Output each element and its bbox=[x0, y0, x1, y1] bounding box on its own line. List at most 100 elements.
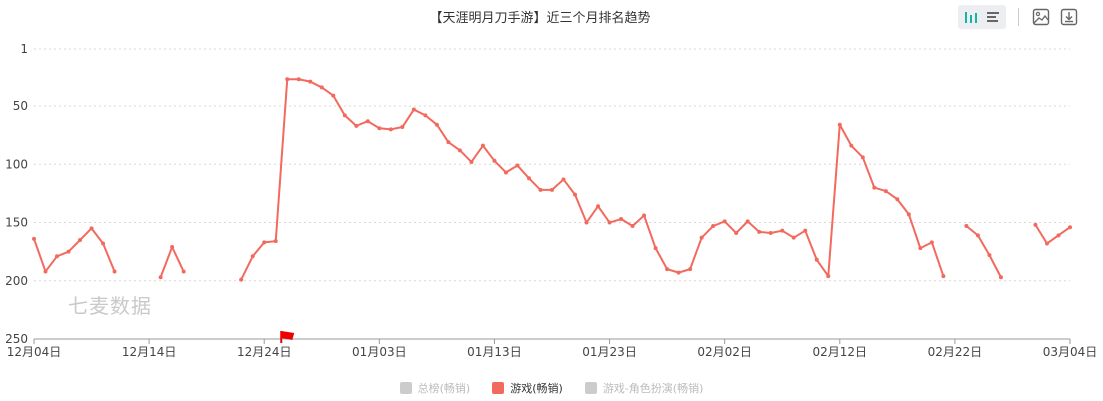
data-point[interactable] bbox=[55, 254, 60, 259]
data-point[interactable] bbox=[573, 192, 578, 197]
data-point[interactable] bbox=[826, 274, 831, 279]
data-point[interactable] bbox=[642, 213, 647, 218]
data-point[interactable] bbox=[319, 85, 324, 90]
legend-swatch bbox=[584, 382, 597, 394]
y-tick-label: 200 bbox=[5, 274, 28, 288]
data-point[interactable] bbox=[653, 246, 658, 251]
data-point[interactable] bbox=[43, 269, 48, 274]
data-point[interactable] bbox=[400, 125, 405, 130]
legend-item-game[interactable]: 游戏(畅销) bbox=[492, 380, 563, 396]
data-point[interactable] bbox=[78, 238, 83, 243]
data-point[interactable] bbox=[296, 77, 301, 82]
data-point[interactable] bbox=[365, 119, 370, 124]
save-image-button[interactable] bbox=[1031, 7, 1051, 27]
watermark-text: 七麦数据 bbox=[68, 294, 152, 318]
data-point[interactable] bbox=[331, 93, 336, 98]
data-point[interactable] bbox=[711, 224, 716, 229]
data-point[interactable] bbox=[158, 275, 163, 280]
data-point[interactable] bbox=[446, 140, 451, 145]
data-point[interactable] bbox=[342, 113, 347, 118]
legend-label: 游戏-角色扮演(畅销) bbox=[602, 382, 704, 395]
data-point[interactable] bbox=[469, 159, 474, 164]
data-point[interactable] bbox=[377, 126, 382, 131]
data-point[interactable] bbox=[250, 254, 255, 259]
data-point[interactable] bbox=[262, 240, 267, 245]
legend-label: 总榜(畅销) bbox=[417, 382, 471, 395]
data-point[interactable] bbox=[1056, 233, 1061, 238]
data-point[interactable] bbox=[607, 220, 612, 225]
data-point[interactable] bbox=[987, 253, 992, 258]
data-point[interactable] bbox=[89, 226, 94, 231]
bar-chart-button[interactable] bbox=[961, 7, 981, 27]
data-point[interactable] bbox=[584, 220, 589, 225]
data-point[interactable] bbox=[423, 113, 428, 118]
data-point[interactable] bbox=[630, 224, 635, 229]
data-point[interactable] bbox=[503, 170, 508, 175]
legend-item-total[interactable]: 总榜(畅销) bbox=[399, 380, 471, 396]
data-point[interactable] bbox=[918, 246, 923, 251]
data-point[interactable] bbox=[561, 177, 566, 182]
data-point[interactable] bbox=[480, 143, 485, 148]
data-point[interactable] bbox=[538, 187, 543, 192]
legend-item-rpg[interactable]: 游戏-角色扮演(畅销) bbox=[584, 380, 704, 396]
data-point[interactable] bbox=[791, 235, 796, 240]
data-point[interactable] bbox=[906, 212, 911, 217]
x-tick-label: 01月03日 bbox=[352, 345, 407, 359]
data-point[interactable] bbox=[32, 236, 36, 241]
data-point[interactable] bbox=[457, 148, 462, 153]
chart-markers bbox=[280, 331, 295, 343]
data-point[interactable] bbox=[239, 277, 244, 282]
data-point[interactable] bbox=[975, 233, 980, 238]
data-point[interactable] bbox=[1068, 225, 1072, 230]
line-list-icon bbox=[987, 12, 999, 22]
data-point[interactable] bbox=[285, 77, 290, 82]
data-point[interactable] bbox=[308, 79, 313, 84]
data-point[interactable] bbox=[665, 267, 670, 272]
data-point[interactable] bbox=[170, 244, 175, 249]
y-tick-label: 100 bbox=[5, 157, 28, 171]
data-point[interactable] bbox=[722, 219, 727, 224]
data-point[interactable] bbox=[1033, 222, 1038, 227]
data-point[interactable] bbox=[273, 239, 278, 244]
data-point[interactable] bbox=[814, 257, 819, 262]
data-point[interactable] bbox=[883, 189, 888, 194]
data-point[interactable] bbox=[526, 176, 531, 181]
data-point[interactable] bbox=[388, 127, 393, 132]
data-point[interactable] bbox=[929, 240, 934, 245]
data-point[interactable] bbox=[550, 187, 554, 192]
data-point[interactable] bbox=[434, 122, 439, 127]
data-point[interactable] bbox=[619, 217, 624, 222]
data-point[interactable] bbox=[354, 123, 359, 128]
data-point[interactable] bbox=[998, 275, 1003, 280]
flag-marker[interactable] bbox=[280, 331, 295, 343]
data-point[interactable] bbox=[676, 270, 681, 275]
data-point[interactable] bbox=[872, 185, 877, 190]
data-point[interactable] bbox=[66, 249, 71, 254]
data-point[interactable] bbox=[1044, 241, 1049, 246]
data-point[interactable] bbox=[734, 231, 739, 236]
data-point[interactable] bbox=[860, 155, 865, 160]
line-list-button[interactable] bbox=[983, 7, 1003, 27]
data-point[interactable] bbox=[699, 235, 704, 240]
data-point[interactable] bbox=[757, 229, 762, 234]
data-point[interactable] bbox=[515, 163, 520, 168]
data-point[interactable] bbox=[895, 197, 900, 202]
data-point[interactable] bbox=[768, 231, 773, 236]
data-point[interactable] bbox=[112, 269, 117, 274]
data-point[interactable] bbox=[780, 228, 785, 233]
data-point[interactable] bbox=[596, 204, 601, 209]
data-point[interactable] bbox=[837, 122, 842, 127]
data-point[interactable] bbox=[411, 107, 416, 112]
data-point[interactable] bbox=[964, 224, 969, 229]
series-line bbox=[33, 227, 116, 273]
data-point[interactable] bbox=[492, 158, 497, 163]
data-point[interactable] bbox=[688, 267, 693, 272]
download-button[interactable] bbox=[1059, 7, 1079, 27]
data-point[interactable] bbox=[803, 228, 808, 233]
data-point[interactable] bbox=[941, 274, 946, 279]
data-point[interactable] bbox=[101, 241, 106, 246]
data-point[interactable] bbox=[849, 143, 854, 148]
data-point[interactable] bbox=[181, 269, 186, 274]
data-point[interactable] bbox=[745, 219, 750, 224]
